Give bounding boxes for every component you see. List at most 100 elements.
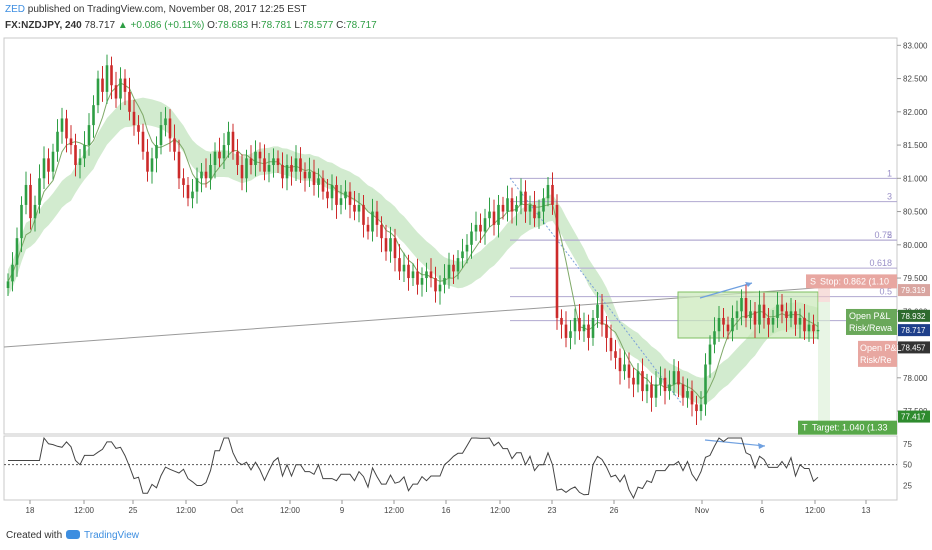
candle[interactable] — [677, 361, 680, 398]
candle[interactable] — [686, 378, 689, 408]
candle[interactable] — [596, 292, 599, 328]
candle[interactable] — [479, 213, 482, 243]
candle[interactable] — [726, 316, 730, 340]
candle[interactable] — [789, 298, 793, 328]
candle[interactable] — [470, 222, 473, 259]
candle[interactable] — [425, 262, 428, 293]
candle[interactable] — [488, 197, 491, 227]
candle[interactable] — [708, 335, 712, 378]
candle[interactable] — [353, 190, 356, 221]
candle[interactable] — [371, 198, 374, 242]
candle[interactable] — [65, 109, 68, 153]
candle[interactable] — [771, 309, 775, 333]
stop-tag[interactable]: S Stop: 0.862 (1.10 — [806, 274, 897, 289]
candle[interactable] — [591, 309, 595, 346]
candle[interactable] — [717, 305, 721, 342]
candle[interactable] — [569, 319, 572, 350]
candle[interactable] — [411, 263, 415, 287]
candle[interactable] — [785, 302, 788, 332]
candle[interactable] — [636, 363, 640, 393]
candle[interactable] — [582, 312, 586, 342]
candle[interactable] — [794, 300, 797, 336]
candle[interactable] — [78, 149, 82, 179]
candle[interactable] — [204, 158, 208, 188]
rsi-arrow-icon[interactable] — [704, 439, 766, 447]
candle[interactable] — [263, 144, 266, 181]
candle[interactable] — [231, 123, 235, 160]
candle[interactable] — [114, 71, 118, 108]
candle[interactable] — [195, 167, 199, 204]
candle[interactable] — [573, 308, 577, 345]
candle[interactable] — [699, 391, 703, 421]
candle[interactable] — [483, 208, 487, 245]
candle[interactable] — [6, 273, 10, 297]
candle[interactable] — [186, 176, 190, 207]
candle[interactable] — [398, 244, 401, 281]
candle[interactable] — [537, 199, 541, 229]
candle[interactable] — [33, 195, 37, 232]
candle[interactable] — [722, 307, 725, 338]
candle[interactable] — [663, 368, 667, 405]
candle[interactable] — [249, 145, 253, 175]
candle[interactable] — [650, 375, 653, 412]
candle[interactable] — [659, 366, 662, 396]
candle[interactable] — [137, 115, 140, 145]
candle[interactable] — [429, 258, 433, 288]
candle[interactable] — [740, 289, 743, 326]
open-pl-bottom-tag[interactable]: Open P&L Risk/Re — [858, 340, 902, 367]
candle[interactable] — [290, 156, 293, 186]
candle[interactable] — [258, 142, 262, 172]
symbol-label[interactable]: FX:NZDJPY, 240 — [5, 20, 82, 31]
candle[interactable] — [29, 173, 32, 230]
candle[interactable] — [690, 380, 694, 417]
candle[interactable] — [600, 294, 604, 337]
candle[interactable] — [276, 150, 280, 173]
trend-arrow-icon[interactable] — [699, 282, 753, 299]
candle[interactable] — [614, 339, 617, 370]
candle[interactable] — [159, 111, 163, 155]
candle[interactable] — [816, 321, 820, 340]
candle[interactable] — [38, 164, 41, 214]
candle[interactable] — [672, 359, 676, 396]
candle[interactable] — [299, 147, 302, 183]
candle[interactable] — [155, 136, 158, 173]
candle[interactable] — [758, 290, 761, 334]
candle[interactable] — [150, 147, 154, 184]
candle[interactable] — [83, 131, 86, 168]
candle[interactable] — [339, 184, 343, 215]
candle[interactable] — [501, 196, 505, 220]
candle[interactable] — [416, 258, 419, 295]
candle[interactable] — [528, 195, 532, 225]
candle[interactable] — [146, 139, 149, 182]
candle[interactable] — [51, 143, 55, 180]
candle[interactable] — [609, 324, 613, 361]
candle[interactable] — [362, 194, 365, 238]
candle[interactable] — [317, 168, 320, 198]
candle[interactable] — [564, 311, 568, 348]
candle[interactable] — [803, 303, 806, 340]
candle[interactable] — [182, 168, 185, 198]
candle[interactable] — [348, 182, 352, 219]
candle[interactable] — [506, 185, 509, 222]
candle[interactable] — [807, 312, 811, 342]
candle[interactable] — [542, 188, 545, 225]
candle[interactable] — [587, 314, 590, 351]
candle[interactable] — [452, 254, 455, 285]
candle[interactable] — [60, 107, 64, 144]
candle[interactable] — [767, 307, 770, 338]
candle[interactable] — [560, 309, 563, 339]
candle[interactable] — [393, 228, 397, 272]
candle[interactable] — [11, 252, 14, 292]
candle[interactable] — [24, 171, 28, 215]
candle[interactable] — [749, 300, 752, 330]
candle[interactable] — [510, 187, 514, 224]
candle[interactable] — [380, 216, 383, 253]
candle[interactable] — [668, 370, 671, 400]
candle[interactable] — [173, 124, 176, 161]
candle[interactable] — [236, 139, 239, 175]
candle[interactable] — [753, 301, 757, 338]
candle[interactable] — [546, 176, 550, 207]
candle[interactable] — [240, 154, 244, 191]
author-link[interactable]: ZED — [5, 4, 25, 15]
